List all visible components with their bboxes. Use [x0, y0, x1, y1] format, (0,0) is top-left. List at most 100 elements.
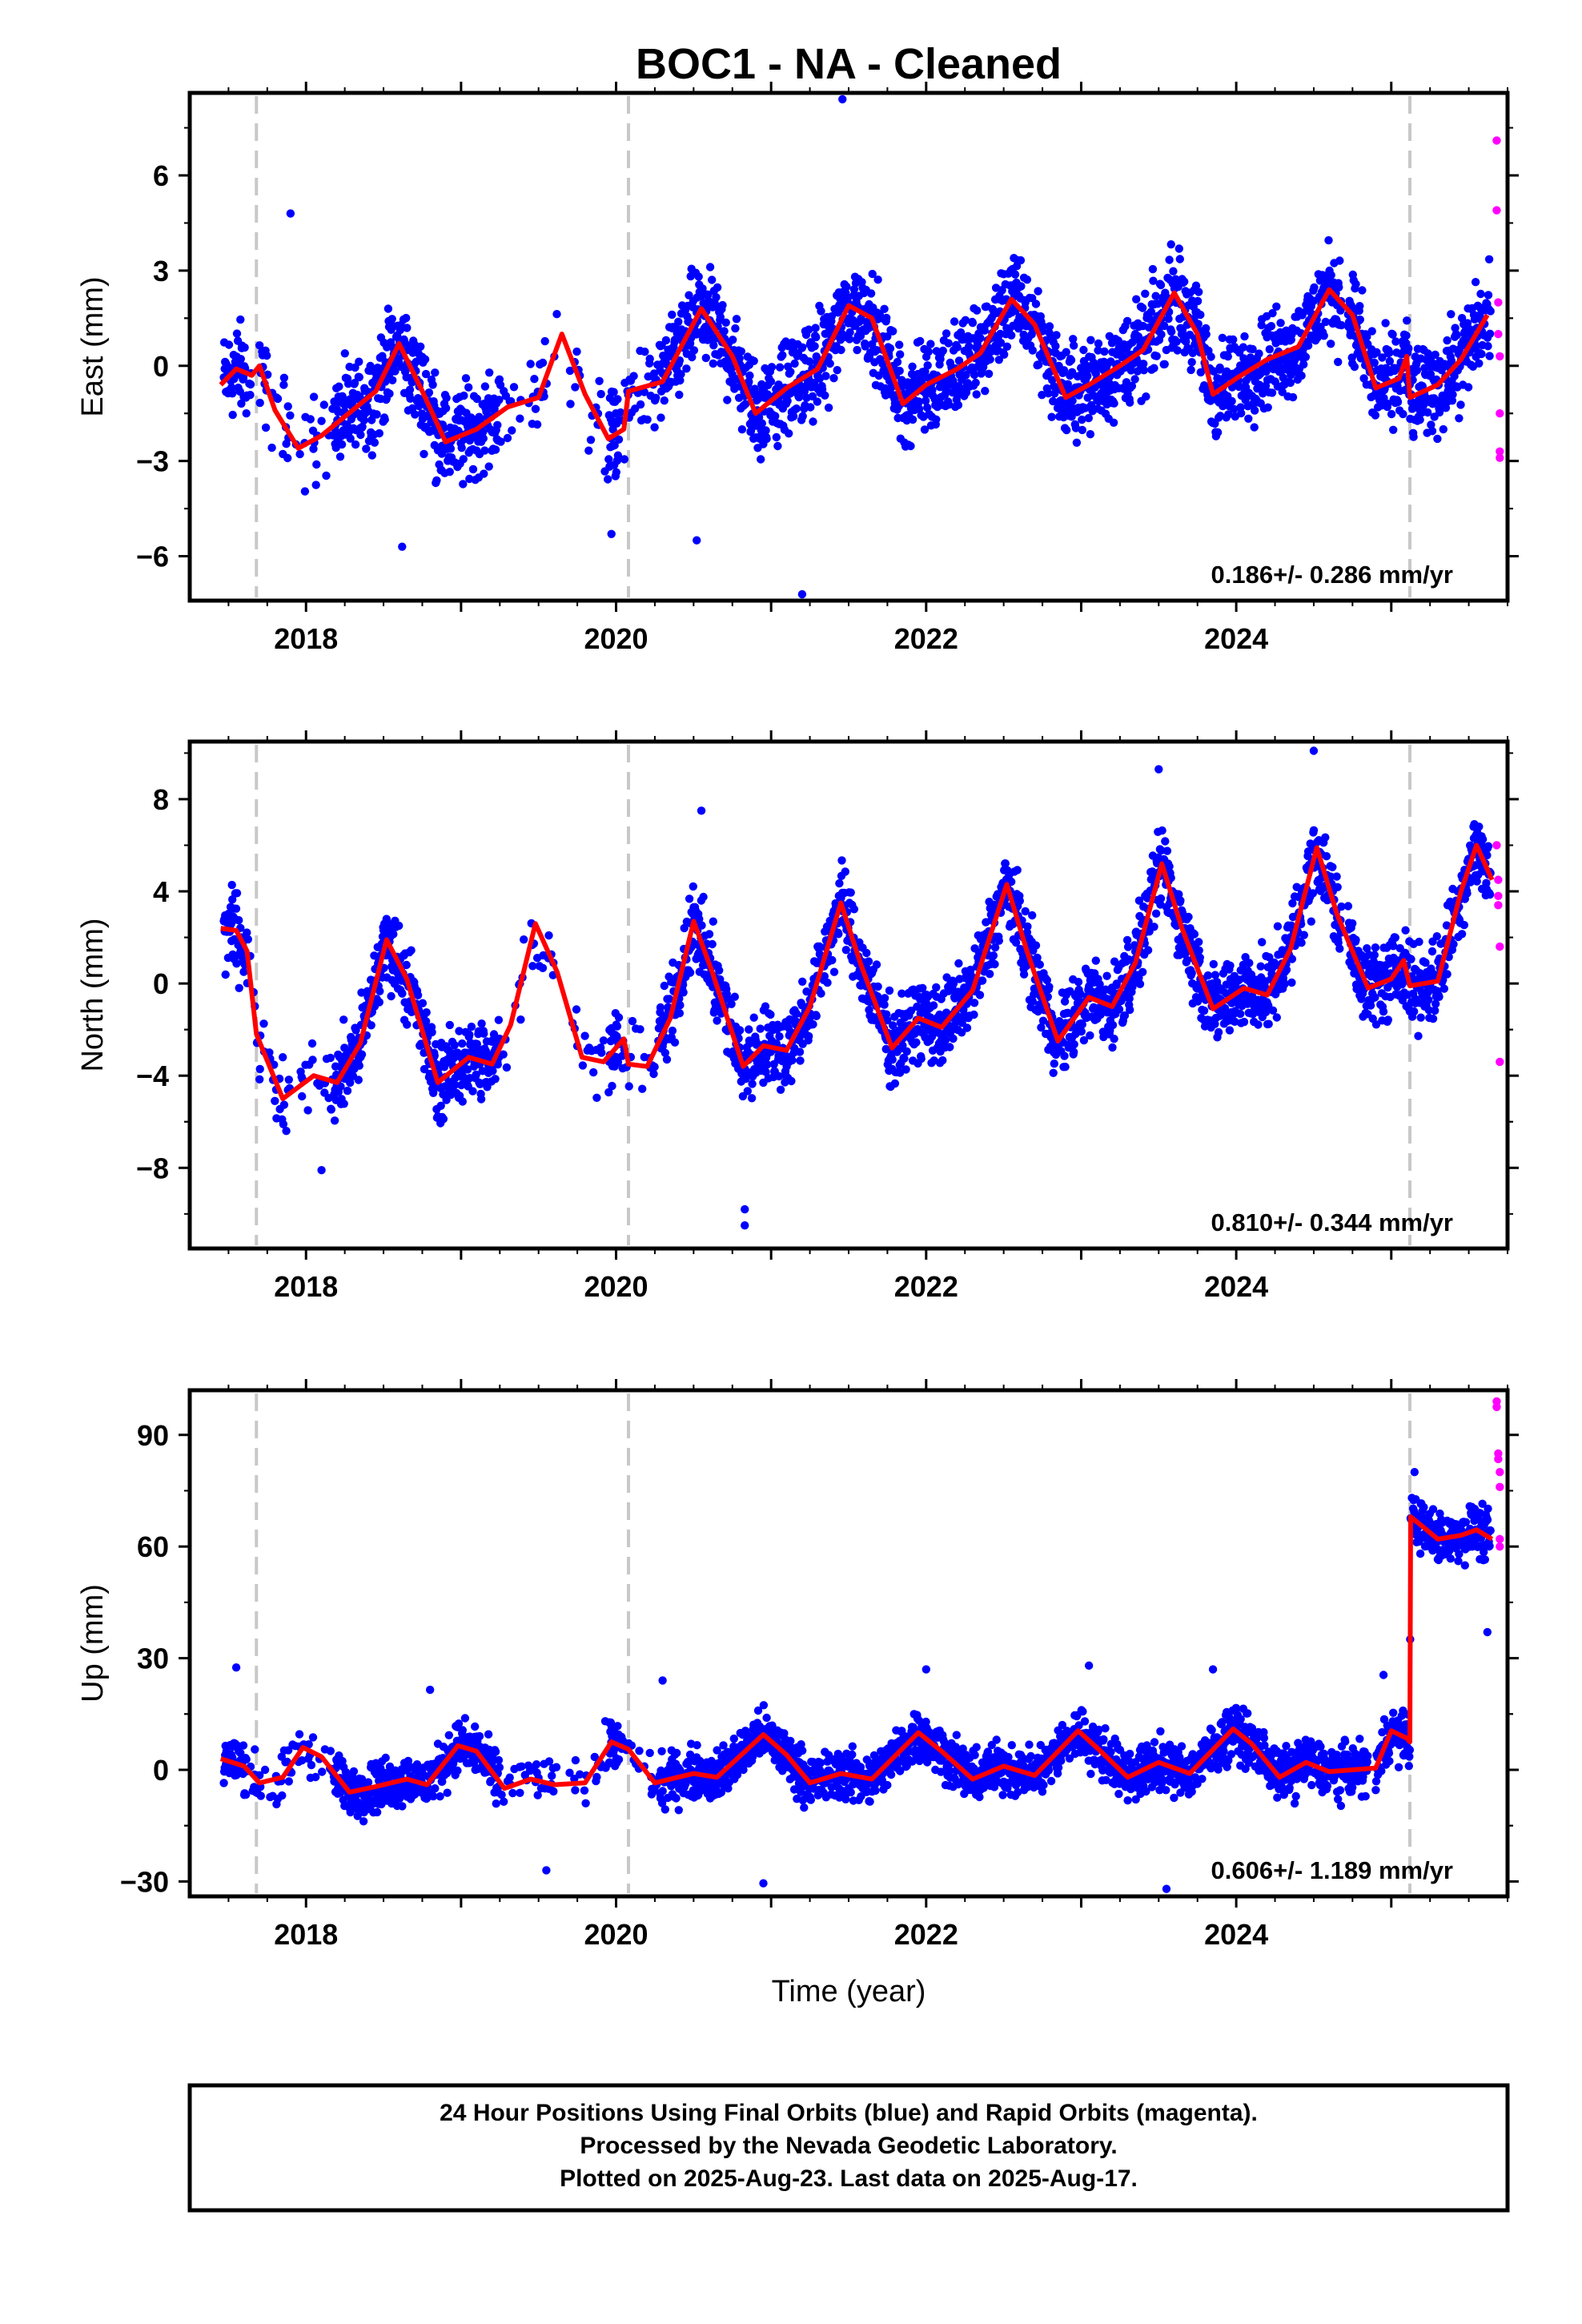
final-point [604, 475, 612, 484]
final-point [986, 347, 996, 356]
x-tick-label: 2024 [1204, 622, 1268, 655]
final-point [806, 403, 815, 412]
final-point [1254, 1020, 1263, 1029]
final-point [1263, 403, 1272, 412]
final-point [1051, 342, 1060, 351]
chart-title: BOC1 - NA - Cleaned [636, 40, 1062, 88]
rapid-orbit-point [1494, 329, 1503, 339]
final-point [1224, 410, 1233, 419]
final-point [240, 343, 249, 352]
final-point [1078, 415, 1086, 424]
final-point [1167, 328, 1176, 336]
final-point [231, 904, 241, 913]
final-point [572, 1005, 581, 1014]
final-point [745, 377, 753, 386]
final-point [1321, 317, 1331, 327]
final-point [596, 389, 605, 399]
final-point [1240, 332, 1249, 341]
final-point [762, 434, 771, 444]
final-point [228, 410, 237, 420]
final-point [1427, 427, 1437, 436]
final-point [479, 428, 488, 436]
final-point [503, 433, 512, 443]
final-point [403, 324, 412, 332]
final-point [1287, 955, 1297, 963]
final-point [335, 382, 343, 391]
final-point [1060, 1051, 1069, 1060]
rapid-orbit-point [1492, 206, 1501, 215]
final-point [613, 451, 623, 460]
final-point [1211, 1019, 1219, 1029]
final-point [1220, 1003, 1230, 1013]
final-point [595, 376, 604, 385]
final-point [763, 1060, 772, 1069]
final-point [1471, 278, 1480, 287]
final-point [694, 272, 703, 281]
final-point [920, 425, 930, 434]
final-point [837, 856, 846, 865]
final-point [228, 389, 237, 398]
final-point [1385, 356, 1395, 366]
final-point [695, 915, 704, 923]
final-point [273, 394, 283, 404]
final-point [431, 368, 440, 377]
final-point-outlier [286, 209, 295, 218]
final-point [827, 312, 837, 321]
final-point [645, 354, 654, 364]
final-point [961, 974, 970, 983]
final-point [640, 348, 649, 356]
final-point [1257, 320, 1266, 330]
final-point [916, 336, 925, 346]
final-point [709, 917, 717, 926]
final-point [485, 368, 494, 377]
final-point [883, 332, 892, 341]
final-point [810, 342, 819, 351]
final-point [232, 889, 242, 898]
final-point [1062, 348, 1070, 356]
velocity-rate-label: 0.186+/- 0.286 mm/yr [1211, 561, 1453, 589]
final-point [1419, 401, 1428, 410]
final-point [1022, 275, 1032, 284]
final-point [375, 987, 384, 995]
final-point [660, 396, 669, 405]
final-point-outlier [797, 589, 807, 599]
y-tick-label: −3 [136, 445, 169, 478]
final-point [914, 397, 923, 406]
final-point [914, 404, 924, 413]
final-point [986, 970, 994, 979]
final-point [1475, 359, 1484, 368]
final-point [761, 426, 770, 435]
final-point [1174, 244, 1184, 253]
final-point [1351, 935, 1360, 944]
final-point [317, 416, 326, 425]
rapid-orbit-point [1496, 352, 1504, 361]
final-point [1371, 993, 1379, 1002]
final-point [628, 1016, 637, 1026]
final-point [495, 396, 504, 404]
final-point [1070, 341, 1078, 350]
final-point [968, 319, 978, 328]
final-point [1174, 890, 1183, 899]
final-point [689, 346, 699, 355]
final-point [355, 372, 363, 382]
final-point [643, 415, 652, 424]
final-point [413, 991, 423, 1000]
final-point [614, 1013, 624, 1022]
final-point [661, 336, 671, 345]
final-point [990, 943, 1000, 952]
final-point [1466, 325, 1475, 334]
final-point [604, 455, 613, 464]
final-point [1250, 423, 1259, 432]
final-point [1079, 345, 1088, 355]
final-point [1150, 923, 1158, 931]
final-point [420, 355, 430, 364]
final-point [1448, 390, 1457, 399]
final-point [709, 359, 717, 368]
final-point [1169, 267, 1178, 275]
final-point [1327, 340, 1335, 348]
final-point [1143, 946, 1153, 955]
final-point [1226, 961, 1235, 971]
final-point [1335, 283, 1343, 292]
final-point [902, 1047, 911, 1056]
final-point [880, 994, 889, 1003]
